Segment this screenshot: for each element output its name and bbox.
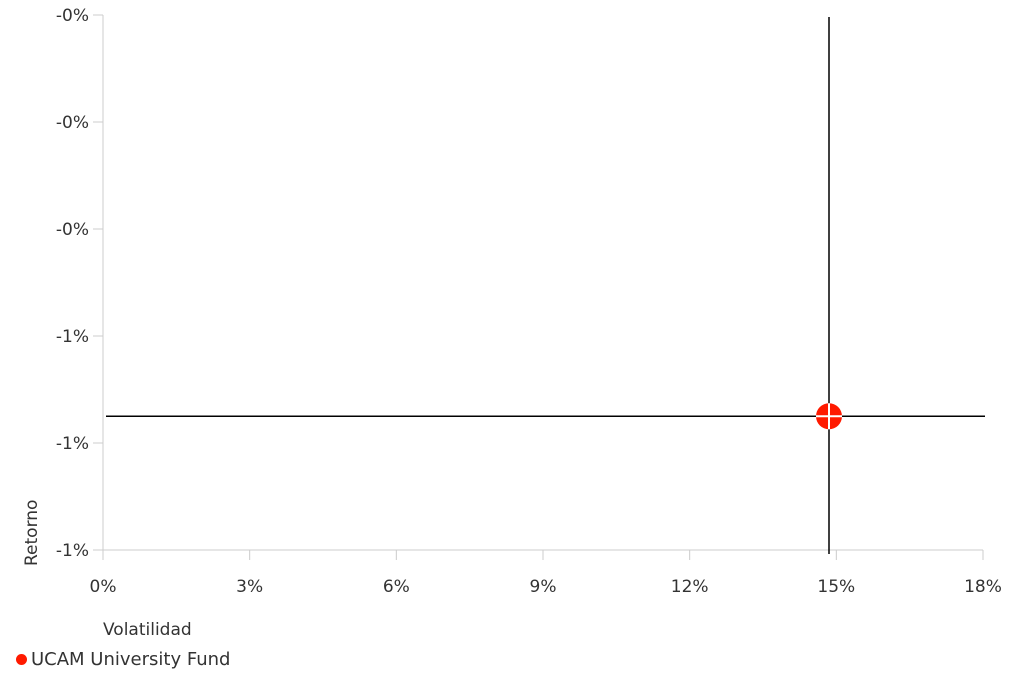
chart-axes (102, 15, 983, 551)
x-tick-label: 18% (964, 577, 1002, 597)
legend-marker-icon (16, 654, 27, 665)
y-tick-label: -0% (56, 220, 89, 240)
y-tick-label: -0% (56, 6, 89, 26)
y-tick-label: -1% (56, 327, 89, 347)
y-axis-title: Retorno (22, 500, 42, 566)
x-tick-label: 3% (236, 577, 263, 597)
y-tick-label: -0% (56, 113, 89, 133)
x-tick-label: 0% (90, 577, 117, 597)
x-tick-label: 15% (817, 577, 855, 597)
y-tick-label: -1% (56, 434, 89, 454)
x-tick-label: 9% (530, 577, 557, 597)
risk-return-chart: 0% 3% 6% 9% 12% 15% 18% -0% -0% -0% -1% -1% -1% Vola… (22, 6, 1002, 640)
x-tick-label: 12% (671, 577, 709, 597)
chart-ticks: 0% 3% 6% 9% 12% 15% 18% -0% -0% -0% -1% -1% -1% (56, 6, 1002, 597)
legend-label[interactable]: UCAM University Fund (31, 649, 231, 670)
x-tick-label: 6% (383, 577, 410, 597)
y-tick-label: -1% (56, 541, 89, 561)
legend: UCAM University Fund (16, 649, 230, 670)
chart-marks (106, 17, 985, 554)
x-axis-title: Volatilidad (103, 620, 192, 640)
